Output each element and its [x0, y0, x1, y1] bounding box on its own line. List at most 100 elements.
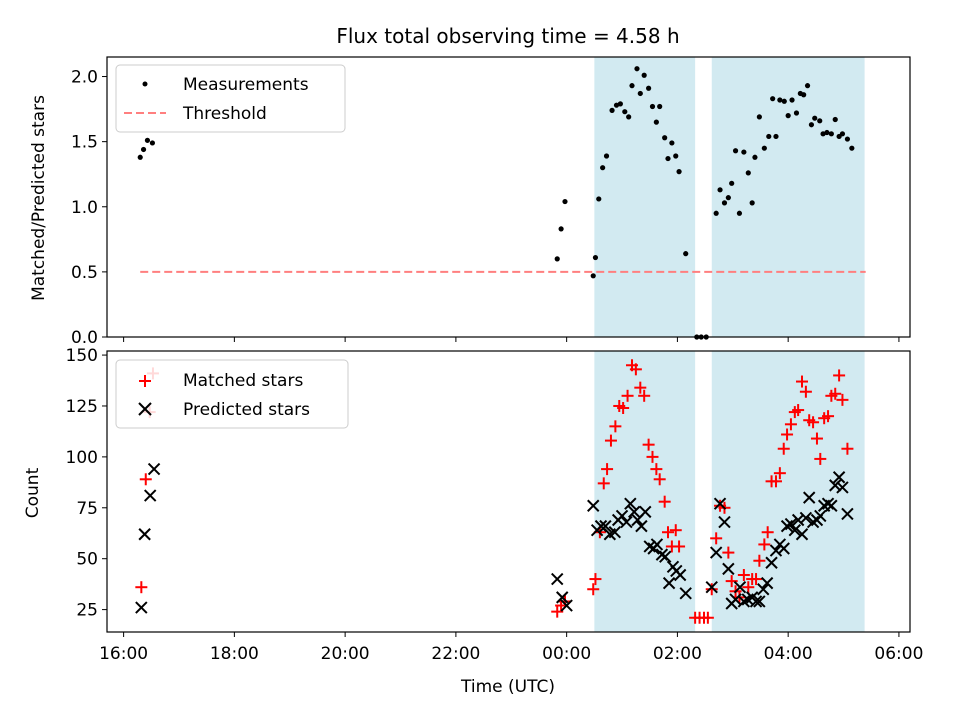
- measurement-point: [849, 145, 855, 151]
- measurement-point: [817, 118, 823, 124]
- matched-point: [829, 387, 842, 400]
- matched-point: [650, 463, 663, 476]
- measurement-point: [749, 200, 755, 206]
- plot-frame: [106, 350, 911, 633]
- measurement-point: [785, 113, 791, 119]
- x-tick-label: 20:00: [321, 644, 370, 664]
- predicted-point: [662, 576, 676, 590]
- predicted-point: [620, 515, 633, 529]
- observation-bands: [594, 57, 865, 337]
- predicted-point: [556, 591, 569, 604]
- measurement-point: [808, 122, 815, 128]
- predicted-point: [791, 513, 805, 527]
- predicted-point: [765, 556, 778, 569]
- measurement-point: [629, 83, 635, 89]
- predicted-point: [829, 479, 842, 492]
- matched-point: [589, 573, 602, 586]
- y-tick-label: 125: [66, 397, 98, 417]
- predicted-point: [135, 601, 148, 614]
- measurement-point: [721, 200, 728, 206]
- measurement-point: [626, 114, 632, 120]
- measurement-point: [801, 92, 807, 98]
- legend-measure-marker: [142, 81, 148, 87]
- predicted-point: [551, 572, 564, 586]
- y-tick-label: 2.0: [71, 68, 98, 88]
- measurement-point: [673, 153, 679, 159]
- predicted-point: [737, 595, 751, 608]
- legend-matched-marker: [139, 375, 151, 387]
- band-0: [594, 57, 696, 337]
- matched-point: [638, 389, 651, 402]
- predicted-point: [760, 576, 774, 590]
- predicted-point: [709, 546, 723, 559]
- matched-point: [609, 420, 622, 433]
- matched-point: [617, 402, 630, 415]
- matched-point: [139, 473, 152, 486]
- measurement-point: [144, 137, 151, 143]
- matched-point: [753, 554, 766, 567]
- measurement-point: [832, 116, 838, 123]
- measurement-point: [662, 135, 668, 141]
- measurement-point: [657, 103, 663, 110]
- measurement-point: [609, 107, 615, 113]
- measurement-point: [732, 148, 739, 154]
- matched-point: [587, 583, 600, 596]
- measurement-point: [634, 66, 640, 72]
- y-axis-ticks: 0.0 0.5 1.0 1.5 2.0: [71, 68, 107, 348]
- predicted-point: [749, 595, 763, 608]
- matched-point: [710, 532, 723, 545]
- measurement-point: [761, 145, 767, 151]
- x-tick-label: 18:00: [210, 644, 259, 664]
- matched-point: [597, 477, 610, 490]
- legend-measurements-label: Measurements: [183, 75, 309, 95]
- y-tick-label: 1.0: [71, 198, 98, 218]
- measurement-point: [149, 140, 156, 146]
- measurement-point: [725, 195, 731, 201]
- measurement-point: [773, 133, 779, 140]
- plot-frame: [106, 56, 911, 338]
- measurement-point: [554, 256, 560, 262]
- y-tick-label: 75: [76, 499, 98, 519]
- predicted-point: [639, 505, 652, 519]
- measurement-point: [824, 129, 830, 136]
- matched-point: [810, 432, 823, 445]
- matched-point: [646, 450, 659, 463]
- matched-point: [792, 404, 805, 417]
- predicted-point: [560, 599, 573, 612]
- y-tick-label: 0.0: [71, 328, 98, 348]
- legend: Matched stars Predicted stars: [115, 359, 349, 429]
- predicted-point: [769, 544, 783, 557]
- measurement-point: [839, 131, 846, 137]
- predicted-point: [673, 568, 687, 582]
- x-tick-label: 04:00: [764, 644, 813, 664]
- matched-point: [722, 546, 735, 559]
- ratio-panel: 0.00.51.01.52.0 Matched/Predicted stars …: [29, 56, 911, 348]
- matched-point: [653, 473, 666, 486]
- predicted-point: [635, 519, 648, 533]
- measurement-point: [653, 119, 659, 125]
- predicted-point: [733, 580, 747, 594]
- matched-point: [701, 611, 714, 624]
- x-axis-ticks: [123, 337, 900, 342]
- legend-predicted-label: Predicted stars: [183, 400, 310, 420]
- matched-point: [621, 389, 634, 402]
- predicted-point: [832, 471, 846, 484]
- predicted-point: [705, 580, 718, 594]
- matched-point: [634, 381, 647, 394]
- matched-point: [658, 495, 671, 508]
- measurement-point: [596, 196, 602, 202]
- predicted-point: [803, 491, 816, 504]
- predicted-point: [615, 509, 629, 523]
- measurement-point: [683, 251, 689, 257]
- x-axis-label: Time (UTC): [460, 677, 555, 697]
- matched-point: [601, 463, 614, 476]
- measurement-point: [793, 110, 800, 116]
- measurement-point: [622, 109, 628, 115]
- matched-point: [551, 605, 564, 618]
- predicted-point: [825, 499, 838, 512]
- measurement-point: [590, 273, 596, 279]
- matched-point: [769, 475, 782, 488]
- predicted-point: [836, 481, 849, 494]
- matched-point: [661, 526, 674, 539]
